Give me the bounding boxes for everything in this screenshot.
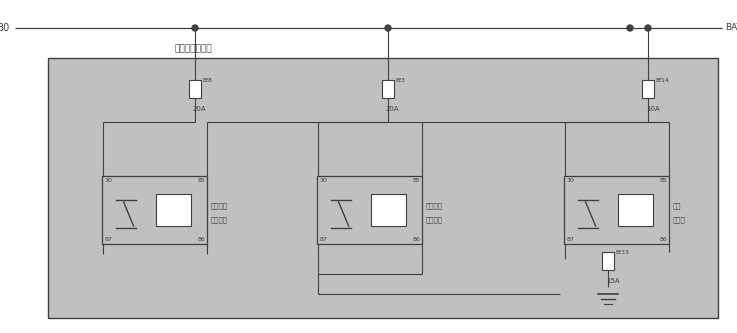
Text: 86: 86	[413, 237, 421, 242]
Bar	[156, 194, 192, 226]
Text: 85: 85	[198, 178, 206, 183]
Bar	[371, 194, 406, 226]
Text: 86: 86	[198, 237, 206, 242]
Text: Ef3: Ef3	[395, 78, 405, 83]
Text: 85: 85	[413, 178, 421, 183]
Bar	[382, 80, 394, 98]
Bar	[189, 80, 201, 98]
Circle shape	[627, 25, 633, 31]
Text: 冷却扇低: 冷却扇低	[425, 203, 442, 209]
Text: 87: 87	[105, 237, 112, 242]
Text: Ef14: Ef14	[655, 78, 669, 83]
Text: Ef8: Ef8	[202, 78, 212, 83]
Text: 20A: 20A	[386, 106, 399, 112]
Text: 发动机室保险盒: 发动机室保险盒	[175, 44, 213, 53]
Text: 85: 85	[660, 178, 668, 183]
Text: 20A: 20A	[193, 106, 206, 112]
Circle shape	[645, 25, 651, 31]
Text: 30: 30	[320, 178, 327, 183]
Text: 继电器: 继电器	[672, 217, 685, 223]
Text: 87: 87	[567, 237, 574, 242]
Bar	[602, 252, 614, 270]
Text: Ef33: Ef33	[615, 250, 629, 255]
Bar	[48, 58, 718, 318]
Bar	[642, 80, 654, 98]
Text: 30: 30	[567, 178, 574, 183]
Text: 速继电器: 速继电器	[425, 217, 442, 223]
Text: 10A: 10A	[646, 106, 660, 112]
Circle shape	[192, 25, 198, 31]
Text: 15A: 15A	[606, 278, 620, 284]
Text: 87: 87	[320, 237, 327, 242]
Text: 86: 86	[660, 237, 668, 242]
Bar	[102, 176, 208, 244]
Bar	[618, 194, 654, 226]
Text: 速继电器: 速继电器	[211, 217, 228, 223]
Text: 点火: 点火	[672, 203, 681, 209]
Bar	[565, 176, 669, 244]
Text: BAT+: BAT+	[725, 24, 737, 33]
Text: 30: 30	[0, 23, 10, 33]
Text: 30: 30	[105, 178, 112, 183]
Circle shape	[385, 25, 391, 31]
Bar	[318, 176, 422, 244]
Text: 冷却扇高: 冷却扇高	[211, 203, 228, 209]
